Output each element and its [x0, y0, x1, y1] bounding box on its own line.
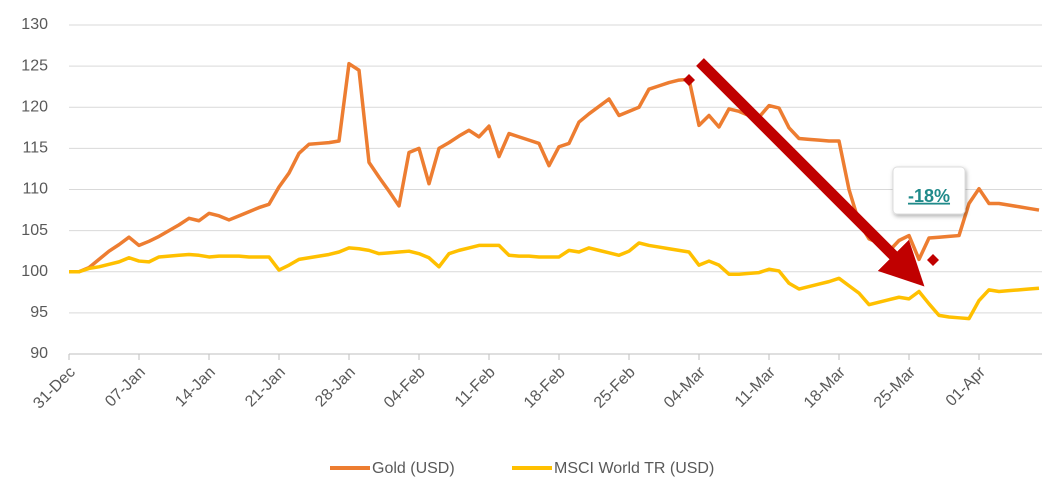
x-tick-label: 25-Feb: [591, 364, 639, 412]
y-tick-label: 105: [21, 222, 48, 239]
x-tick-label: 14-Jan: [172, 364, 219, 411]
annotation: -18%: [908, 186, 950, 206]
annotation-box: [892, 166, 966, 215]
y-tick-label: 115: [22, 140, 48, 157]
x-tick-label: 28-Jan: [312, 364, 359, 411]
x-tick-label: 18-Mar: [801, 363, 849, 411]
marker: [927, 254, 939, 266]
grid: 90 95 100 105 110 115 120 125 130 31-Dec 07-Jan 14-…: [21, 16, 1042, 412]
y-tick-label: 95: [30, 304, 48, 321]
x-tick-label: 04-Feb: [381, 364, 429, 412]
legend-label: MSCI World TR (USD): [554, 460, 714, 477]
y-tick-label: 120: [21, 98, 48, 115]
legend-label: Gold (USD): [372, 460, 455, 477]
x-tick-label: 11-Feb: [452, 364, 499, 411]
series-line: [69, 61, 1040, 274]
marker: [683, 74, 695, 86]
y-tick-label: 90: [30, 345, 48, 362]
arrow: [696, 58, 925, 287]
y-tick-label: 130: [21, 16, 48, 33]
x-tick-label: 07-Jan: [102, 364, 149, 411]
y-tick-label: 125: [21, 57, 48, 74]
x-tick-label: 18-Feb: [521, 364, 569, 412]
series-line: [69, 241, 1040, 321]
x-tick-label: 11-Mar: [732, 363, 780, 411]
y-tick-label: 100: [21, 263, 48, 280]
x-tick-label: 25-Mar: [871, 363, 919, 411]
x-tick-label: 04-Mar: [661, 363, 709, 411]
y-tick-label: 110: [22, 181, 48, 198]
x-tick-label: 21-Jan: [242, 364, 289, 411]
x-tick-label: 01-Apr: [943, 363, 989, 409]
x-tick-label: 31-Dec: [30, 364, 79, 413]
